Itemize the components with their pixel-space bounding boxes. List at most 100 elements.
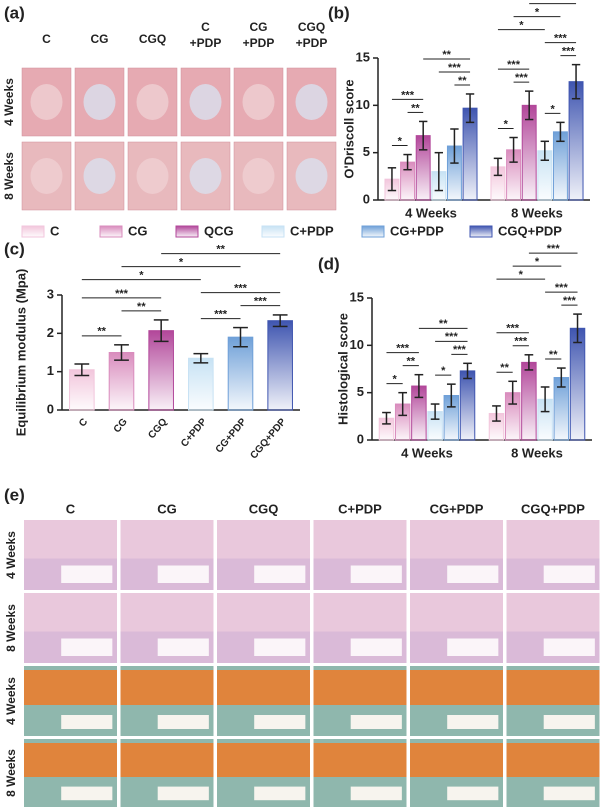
- row-label: 4 Weeks: [4, 531, 18, 579]
- significance-label: **: [216, 243, 225, 255]
- photo-defect: [189, 84, 222, 120]
- scale-bar-region: [543, 565, 595, 583]
- x-tick-label: 8 Weeks: [511, 205, 563, 220]
- significance-label: ***: [562, 46, 576, 58]
- y-axis-label: Equilibrium modulus (Mpa): [13, 269, 28, 437]
- photo-defect: [242, 84, 275, 120]
- histology-cartilage: [410, 670, 503, 705]
- panel-label: (c): [4, 239, 25, 258]
- significance-label: ***: [234, 282, 248, 294]
- significance-label: *: [519, 269, 524, 281]
- scale-bar-region: [543, 638, 595, 656]
- row-label: 8 Weeks: [4, 604, 18, 652]
- photo-defect: [30, 158, 63, 194]
- significance-label: ***: [563, 295, 577, 307]
- column-label: +PDP: [243, 36, 275, 50]
- column-label: CGQ+PDP: [521, 501, 585, 516]
- histology-cartilage: [217, 743, 310, 777]
- photo-defect: [189, 158, 222, 194]
- column-label: C: [201, 20, 210, 34]
- scale-bar-region: [350, 565, 402, 583]
- row-label: 8 Weeks: [4, 749, 18, 797]
- photo-defect: [30, 84, 63, 120]
- significance-label: ***: [514, 336, 528, 348]
- bar: [188, 357, 214, 411]
- row-label: 4 Weeks: [4, 677, 18, 725]
- significance-label: *: [179, 256, 184, 268]
- significance-label: **: [442, 49, 451, 61]
- y-tick-label: 5: [357, 384, 364, 399]
- y-tick-label: 3: [47, 286, 54, 301]
- photo-defect: [83, 158, 116, 194]
- histology-cartilage: [313, 743, 407, 777]
- column-label: CGQ: [139, 32, 166, 46]
- significance-label: ***: [547, 243, 561, 255]
- legend-swatch: [361, 225, 385, 238]
- row-label: 4 Weeks: [2, 78, 16, 126]
- significance-label: *: [519, 20, 524, 32]
- scale-bar-region: [447, 638, 499, 656]
- scale-bar-region: [157, 786, 209, 801]
- significance-label: ***: [254, 295, 268, 307]
- bar: [227, 336, 254, 411]
- scale-bar-region: [61, 638, 113, 656]
- y-tick-label: 0: [363, 191, 370, 206]
- scale-bar-region: [61, 715, 113, 729]
- significance-label: ***: [445, 331, 459, 343]
- photo-defect: [83, 84, 116, 120]
- significance-label: **: [137, 301, 146, 313]
- bar: [148, 330, 174, 411]
- y-tick-label: 15: [350, 289, 364, 304]
- panel-label: (e): [4, 485, 25, 504]
- significance-label: *: [535, 7, 540, 19]
- scale-bar-region: [447, 715, 499, 729]
- column-label: CG: [250, 20, 268, 34]
- scale-bar-region: [447, 786, 499, 801]
- x-tick-label: C+PDP: [179, 416, 209, 449]
- x-tick-label: CG: [112, 416, 130, 435]
- scale-bar-region: [447, 565, 499, 583]
- x-tick-label: 4 Weeks: [401, 445, 453, 460]
- y-tick-label: 0: [357, 431, 364, 446]
- significance-label: **: [458, 75, 467, 87]
- y-tick-label: 1: [47, 363, 54, 378]
- significance-label: ***: [453, 344, 467, 356]
- significance-label: **: [439, 318, 448, 330]
- significance-label: ***: [396, 343, 410, 355]
- column-label: CGQ: [249, 501, 279, 516]
- histology-cartilage: [313, 670, 407, 705]
- histology-cartilage: [24, 670, 117, 705]
- significance-label: *: [139, 269, 144, 281]
- column-label: CG: [157, 501, 177, 516]
- legend-swatch: [261, 225, 285, 238]
- legend-label: C: [50, 223, 60, 238]
- y-tick-label: 10: [350, 337, 364, 352]
- y-axis-label: O'Driscoll score: [341, 79, 356, 178]
- panel-label: (d): [318, 254, 340, 273]
- histology-cartilage: [410, 743, 503, 777]
- scale-bar-region: [350, 715, 402, 729]
- y-tick-label: 2: [47, 325, 54, 340]
- scale-bar-region: [254, 786, 306, 801]
- significance-label: **: [407, 356, 416, 368]
- scale-bar-region: [254, 715, 306, 729]
- scale-bar-region: [61, 565, 113, 583]
- histology-cartilage: [120, 670, 214, 705]
- x-tick-label: C: [77, 417, 90, 430]
- legend-swatch: [21, 225, 45, 238]
- legend-label: CGQ+PDP: [498, 223, 562, 238]
- histology-cartilage: [120, 743, 214, 777]
- photo-defect: [295, 158, 328, 194]
- x-tick-label: CGQ: [146, 416, 169, 441]
- significance-label: **: [548, 0, 557, 6]
- scale-bar-region: [254, 638, 306, 656]
- bar: [521, 361, 537, 441]
- histology-cartilage: [217, 670, 310, 705]
- legend-label: C+PDP: [290, 223, 334, 238]
- significance-label: *: [504, 118, 509, 130]
- legend-swatch: [469, 225, 493, 238]
- significance-label: **: [411, 102, 420, 114]
- significance-label: *: [535, 256, 540, 268]
- column-label: +PDP: [190, 36, 222, 50]
